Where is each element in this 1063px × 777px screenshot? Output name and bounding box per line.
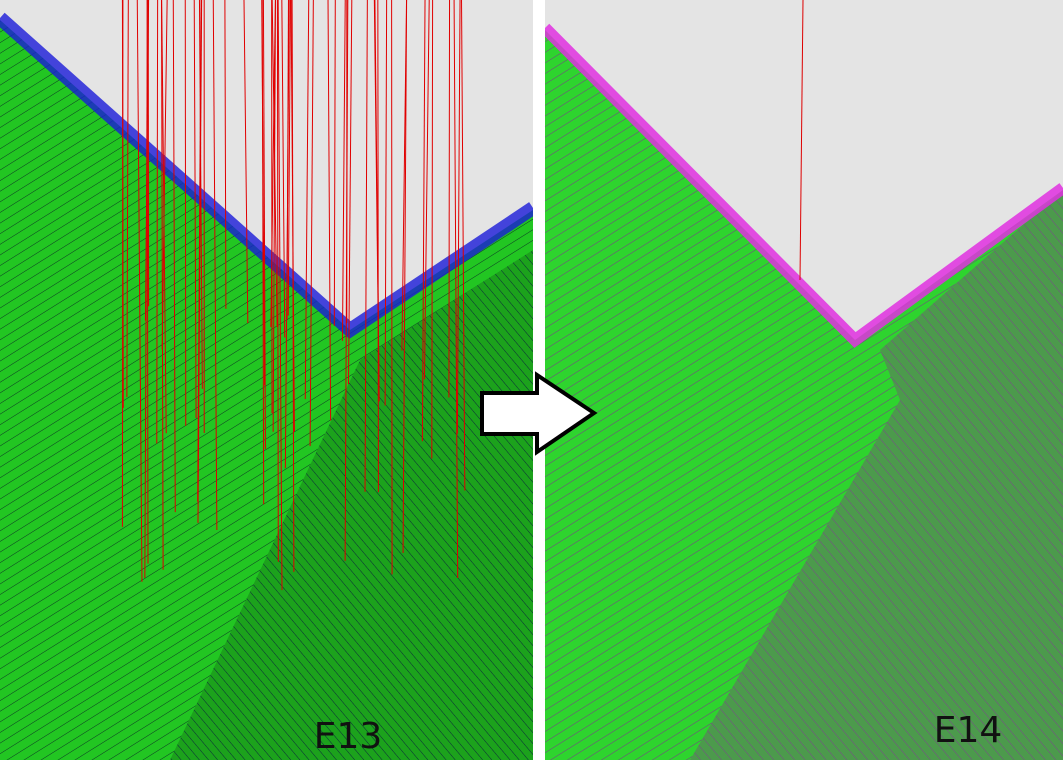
mesh-edge [0, 12, 533, 339]
toolpath-line [333, 0, 336, 326]
toolpath-line [456, 0, 461, 434]
toolpath-line [286, 0, 289, 320]
toolpath-line [160, 0, 164, 570]
toolpath-line [423, 0, 430, 380]
toolpath-line [421, 0, 426, 442]
toolpath-line [453, 0, 459, 579]
toolpath-line [276, 0, 279, 562]
toolpath-line [431, 0, 434, 459]
toolpath-line [262, 0, 266, 450]
surface-face [200, 470, 533, 760]
toolpath-line [347, 0, 353, 385]
toolpath-line [144, 0, 150, 321]
toolpath-line [374, 0, 380, 402]
toolpath-line [243, 0, 249, 324]
toolpath-line [448, 0, 451, 398]
toolpath-line [309, 0, 314, 447]
toolpath-line [384, 0, 388, 406]
surface-face [720, 480, 1063, 760]
toolpath-line [344, 0, 349, 561]
toolpath-line [461, 0, 466, 491]
toolpath-line [172, 0, 176, 513]
mesh-edge [545, 23, 1063, 348]
toolpath-line [271, 0, 278, 327]
toolpath-line [341, 0, 346, 341]
toolpath-line [212, 0, 218, 530]
toolpath-line [126, 0, 129, 398]
toolpath-lines [121, 0, 466, 591]
toolpath-line [156, 0, 159, 444]
arrow [480, 371, 598, 456]
toolpath-line [272, 0, 277, 432]
toolpath-line [364, 0, 368, 492]
toolpath-line [224, 0, 227, 309]
surface-face [690, 190, 1063, 760]
toolpath-line [377, 0, 379, 493]
surface-face [170, 250, 533, 760]
toolpath-line [287, 0, 291, 316]
left-panel: E13 [0, 0, 533, 760]
toolpath-line [197, 0, 203, 523]
toolpath-line [136, 0, 143, 582]
toolpath-line [281, 0, 286, 338]
toolpath-line [327, 0, 332, 421]
toolpath-line [161, 0, 168, 350]
toolpath-line [184, 0, 187, 426]
toolpath-line [402, 0, 408, 553]
toolpath-line [799, 0, 804, 281]
toolpath-line [193, 0, 197, 419]
toolpath-line [277, 0, 283, 591]
toolpath-line [198, 0, 203, 389]
panel-label: E13 [314, 716, 383, 757]
right-panel: E14 [545, 0, 1063, 760]
panel-label: E14 [934, 710, 1003, 751]
toolpath-line [261, 0, 265, 505]
toolpath-line [291, 0, 295, 572]
toolpath-line [304, 0, 310, 400]
